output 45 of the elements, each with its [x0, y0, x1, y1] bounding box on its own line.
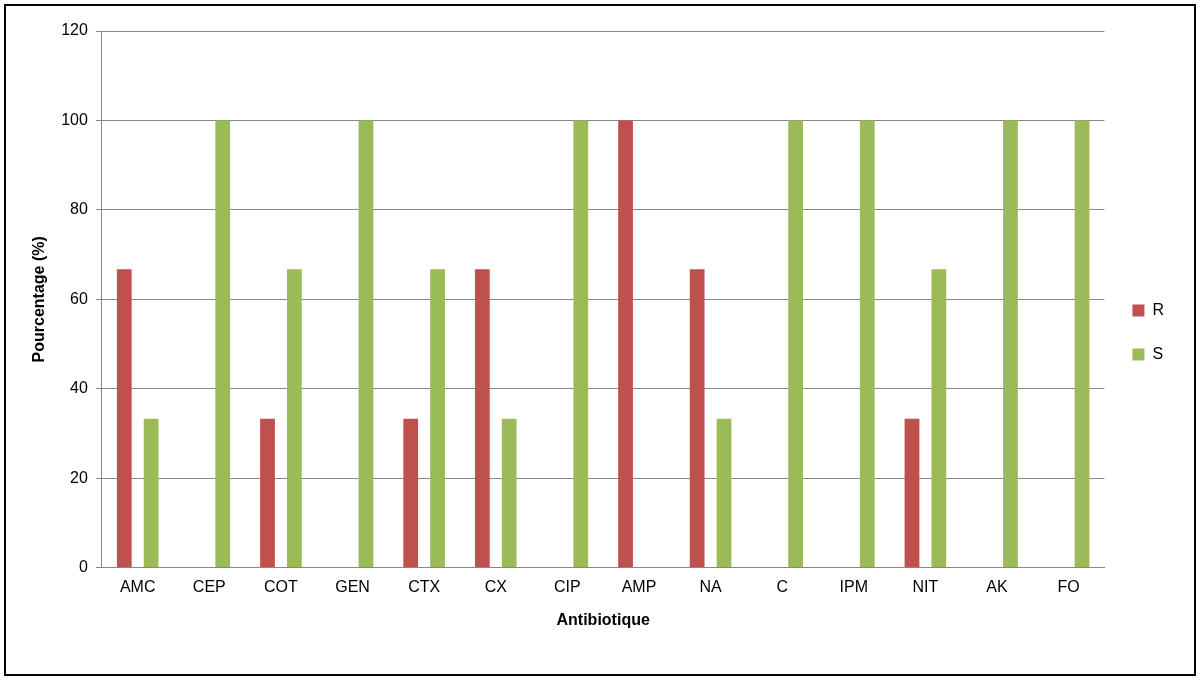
bar — [474, 269, 490, 568]
bar — [1003, 120, 1018, 568]
bar — [573, 120, 589, 568]
x-tick-label: NIT — [912, 577, 939, 595]
y-tick-label: 60 — [70, 289, 88, 307]
bar — [788, 120, 804, 568]
x-tick-label: AK — [986, 577, 1009, 595]
bar — [1074, 120, 1090, 568]
bar — [716, 418, 732, 568]
x-tick-label: AMC — [119, 577, 156, 595]
x-tick-label: CIP — [554, 577, 581, 595]
legend-label: R — [1152, 300, 1165, 318]
x-tick-label: CTX — [408, 577, 441, 595]
bar — [430, 269, 445, 568]
bar — [358, 120, 374, 568]
x-tick-label: NA — [699, 577, 723, 595]
bar — [260, 418, 275, 568]
y-tick-label: 20 — [70, 468, 88, 486]
bar — [215, 120, 231, 568]
bar — [904, 418, 920, 568]
bar — [286, 269, 302, 568]
x-tick-label: GEN — [335, 577, 370, 595]
x-axis-title: Antibiotique — [556, 610, 650, 628]
x-tick-label: CX — [484, 577, 508, 595]
legend-label: S — [1152, 344, 1164, 362]
bar — [931, 269, 947, 568]
y-tick-label: 80 — [70, 200, 88, 218]
bar — [501, 418, 517, 568]
y-tick-label: 120 — [61, 21, 88, 39]
x-tick-label: IPM — [839, 577, 869, 595]
y-tick-label: 40 — [70, 379, 88, 397]
bar — [618, 120, 633, 568]
bar — [116, 269, 132, 568]
x-tick-label: CEP — [192, 577, 226, 595]
x-tick-label: AMP — [621, 577, 657, 595]
y-tick-label: 0 — [78, 558, 88, 576]
x-tick-label: FO — [1057, 577, 1080, 595]
bar — [403, 418, 419, 568]
x-tick-label: C — [776, 577, 788, 595]
x-tick-label: COT — [264, 577, 299, 595]
bar — [689, 269, 705, 568]
bar — [143, 418, 159, 568]
bar — [859, 120, 875, 568]
y-tick-label: 100 — [61, 110, 88, 128]
y-axis-title: Pourcentage (%) — [30, 236, 48, 363]
